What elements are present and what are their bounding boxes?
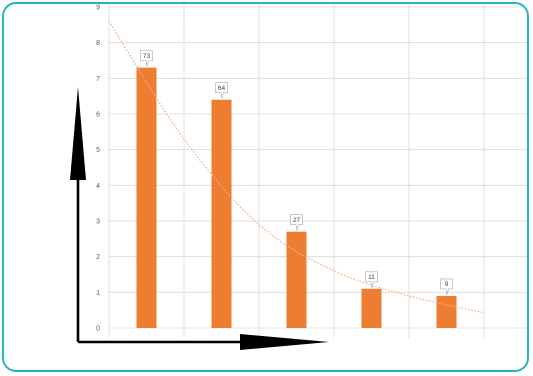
trendline (108, 20, 485, 314)
bar (211, 99, 232, 328)
data-label-box (365, 271, 378, 288)
data-label-callout: 27 (290, 214, 303, 231)
bar (136, 67, 157, 328)
y-tick-label: 9 (96, 5, 100, 12)
horizontal-arrow-head (240, 334, 329, 350)
y-tick-label: 3 (96, 219, 100, 226)
data-label-box (140, 50, 153, 67)
data-label-callout: 11 (365, 271, 378, 288)
data-label-callout: 64 (215, 82, 228, 99)
gridlines (108, 4, 527, 338)
y-tick-label: 8 (96, 40, 100, 47)
y-tick-label: 7 (96, 76, 100, 83)
data-label: 64 (218, 85, 226, 92)
data-label: 11 (368, 274, 375, 281)
axis-arrows (70, 87, 329, 350)
y-tick-label: 0 (96, 326, 100, 333)
data-label-box (440, 278, 453, 295)
data-label: 73 (143, 53, 151, 60)
y-tick-label: 6 (96, 112, 100, 119)
data-labels: 73 64 27 11 9 (140, 50, 453, 295)
bars (136, 67, 457, 328)
bar (436, 295, 457, 328)
bar-chart: 0 1 2 3 4 5 6 7 8 9 73 64 27 11 9 (70, 4, 527, 350)
y-tick-label: 5 (96, 147, 100, 154)
y-axis-ticks: 0 1 2 3 4 5 6 7 8 9 (96, 5, 100, 333)
y-tick-label: 4 (96, 183, 100, 190)
data-label-box (215, 82, 228, 99)
data-label-callout: 73 (140, 50, 153, 67)
data-label: 9 (445, 281, 449, 288)
bar (361, 288, 382, 328)
y-tick-label: 1 (96, 290, 100, 297)
y-tick-label: 2 (96, 254, 100, 261)
data-label-callout: 9 (440, 278, 453, 295)
chart-frame: 0 1 2 3 4 5 6 7 8 9 73 64 27 11 9 (2, 2, 529, 372)
bar (286, 231, 307, 328)
trendline-layer (108, 20, 485, 314)
data-label: 27 (293, 217, 301, 224)
vertical-arrow-head (70, 87, 86, 180)
data-label-box (290, 214, 303, 231)
